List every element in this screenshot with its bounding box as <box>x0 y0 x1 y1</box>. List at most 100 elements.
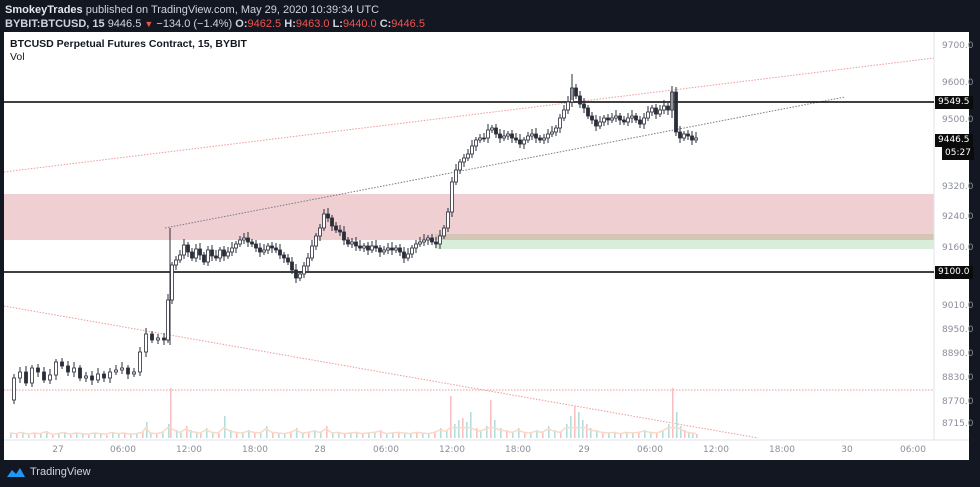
candle-body <box>622 119 626 123</box>
candle-body <box>310 245 314 259</box>
candle-body <box>418 241 422 245</box>
last-price: 9446.5 <box>107 18 142 30</box>
candle-body <box>594 119 598 127</box>
candle-body <box>358 245 362 249</box>
price-tick-label: 8830.0 <box>942 373 974 383</box>
candle-body <box>342 231 346 241</box>
volume-bar <box>524 432 526 438</box>
volume-bar <box>458 420 460 438</box>
volume-bar <box>320 432 322 438</box>
candle-body <box>182 244 186 256</box>
candle-body <box>546 133 550 139</box>
volume-bar <box>410 434 412 438</box>
candle-body <box>96 373 100 381</box>
candle-body <box>186 244 190 253</box>
candle-body <box>326 213 330 219</box>
candle-body <box>78 367 82 379</box>
candle-body <box>434 241 438 245</box>
candle-body <box>502 135 506 139</box>
candle-body <box>534 133 538 139</box>
price-tick-label: 8890.0 <box>942 349 974 359</box>
volume-bar <box>506 430 508 438</box>
price-tick-label: 8950.0 <box>942 325 974 335</box>
chart-canvas[interactable] <box>4 32 969 460</box>
volume-bar <box>684 430 686 438</box>
volume-bar <box>656 433 658 438</box>
candle-body <box>226 251 230 257</box>
volume-bar <box>518 428 520 438</box>
volume-bar <box>338 432 340 438</box>
candle-body <box>526 135 530 141</box>
volume-bar <box>530 433 532 438</box>
volume-bar <box>344 434 346 438</box>
volume-bar <box>454 424 456 438</box>
time-tick-label: 28 <box>314 445 326 455</box>
candle-body <box>374 245 378 249</box>
volume-bar <box>548 426 550 438</box>
candle-body <box>602 117 606 123</box>
time-tick-label: 06:00 <box>110 445 136 455</box>
candle-body <box>654 107 658 115</box>
volume-bar <box>398 432 400 438</box>
tradingview-footer[interactable]: TradingView <box>6 466 91 478</box>
volume-bar <box>28 435 30 438</box>
trendline <box>164 96 846 229</box>
volume-bar <box>446 430 448 438</box>
candle-body <box>574 87 578 97</box>
volume-bar <box>614 432 616 438</box>
volume-bar <box>500 428 502 438</box>
chart-title[interactable]: BTCUSD Perpetual Futures Contract, 15, B… <box>10 38 247 50</box>
candle-body <box>642 117 646 125</box>
volume-bar <box>224 416 226 438</box>
volume-bar <box>490 400 492 438</box>
candle-body <box>490 127 494 131</box>
volume-bar <box>136 434 138 438</box>
volume-bar <box>638 432 640 438</box>
chart-legend: BTCUSD Perpetual Futures Contract, 15, B… <box>10 38 247 64</box>
candle-body <box>406 253 410 259</box>
volume-bar <box>162 432 164 438</box>
volume-bar <box>688 432 690 438</box>
volume-bar <box>156 434 158 438</box>
candle-body <box>486 129 490 139</box>
volume-bar <box>10 433 12 438</box>
publish-info: SmokeyTrades published on TradingView.co… <box>5 3 379 17</box>
high-value: 9463.0 <box>295 18 330 30</box>
candle-body <box>290 261 294 271</box>
volume-bar <box>296 428 298 438</box>
volume-bar <box>434 432 436 438</box>
candle-body <box>210 249 214 257</box>
candle-body <box>214 255 218 259</box>
candle-body <box>238 239 242 245</box>
candle-body <box>222 249 226 257</box>
volume-bar <box>272 432 274 438</box>
candle-body <box>558 117 562 129</box>
volume-bar <box>124 433 126 438</box>
zone-overlap <box>435 234 934 240</box>
author-name[interactable]: SmokeyTrades <box>5 4 83 16</box>
candle-body <box>614 115 618 119</box>
candle-body <box>18 371 22 379</box>
candle-body <box>598 121 602 127</box>
candle-body <box>562 109 566 119</box>
candle-body <box>386 247 390 251</box>
candle-body <box>538 137 542 141</box>
volume-bar <box>206 428 208 438</box>
candle-body <box>446 211 450 229</box>
candle-body <box>466 153 470 159</box>
volume-bar <box>440 428 442 438</box>
chart-frame[interactable]: BTCUSD Perpetual Futures Contract, 15, B… <box>4 32 974 460</box>
price-tick-label: 9010.0 <box>942 301 974 311</box>
volume-bar <box>428 434 430 438</box>
candle-body <box>458 161 462 171</box>
candle-body <box>298 273 302 279</box>
high-label: H: <box>284 18 296 30</box>
volume-bar <box>466 422 468 438</box>
candle-body <box>410 247 414 255</box>
candle-body <box>178 254 182 261</box>
time-tick-label: 12:00 <box>176 445 202 455</box>
candle-body <box>36 367 40 373</box>
candle-body <box>350 241 354 245</box>
candle-body <box>278 249 282 256</box>
indicator-vol-label[interactable]: Vol <box>10 51 25 63</box>
